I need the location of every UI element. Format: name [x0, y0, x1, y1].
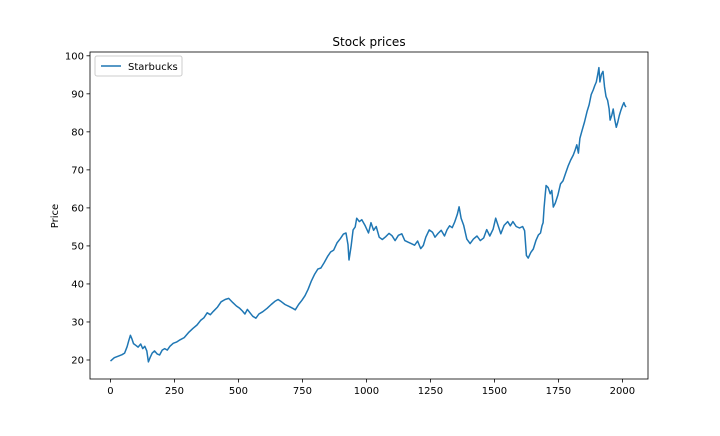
y-tick-label: 50: [71, 241, 84, 252]
y-tick-label: 100: [65, 51, 84, 62]
x-tick-label: 250: [165, 386, 184, 397]
x-tick-label: 2000: [610, 386, 635, 397]
y-tick-label: 70: [71, 165, 84, 176]
x-tick-label: 1750: [546, 386, 571, 397]
y-tick-label: 60: [71, 203, 84, 214]
x-tick-label: 1250: [418, 386, 443, 397]
y-axis-label: Price: [50, 204, 61, 228]
x-tick-label: 500: [229, 386, 248, 397]
chart-title: Stock prices: [332, 35, 405, 49]
y-tick-label: 90: [71, 89, 84, 100]
x-tick-label: 750: [293, 386, 312, 397]
legend-box: [94, 55, 183, 77]
legend-label: Starbucks: [128, 62, 178, 73]
y-tick-label: 80: [71, 127, 84, 138]
y-tick-label: 30: [71, 317, 84, 328]
y-tick-label: 20: [71, 355, 84, 366]
x-tick-label: 1000: [354, 386, 379, 397]
x-tick-label: 0: [107, 386, 113, 397]
plot-frame: [89, 51, 649, 380]
series-line-starbucks: [109, 66, 627, 363]
y-tick-label: 40: [71, 279, 84, 290]
x-tick-label: 1500: [482, 386, 507, 397]
plot-area: 0 250 500 750 1000 1250 1500 1750 2000 20 30 40 50 60…: [65, 51, 649, 397]
legend: Starbucks: [94, 55, 183, 77]
